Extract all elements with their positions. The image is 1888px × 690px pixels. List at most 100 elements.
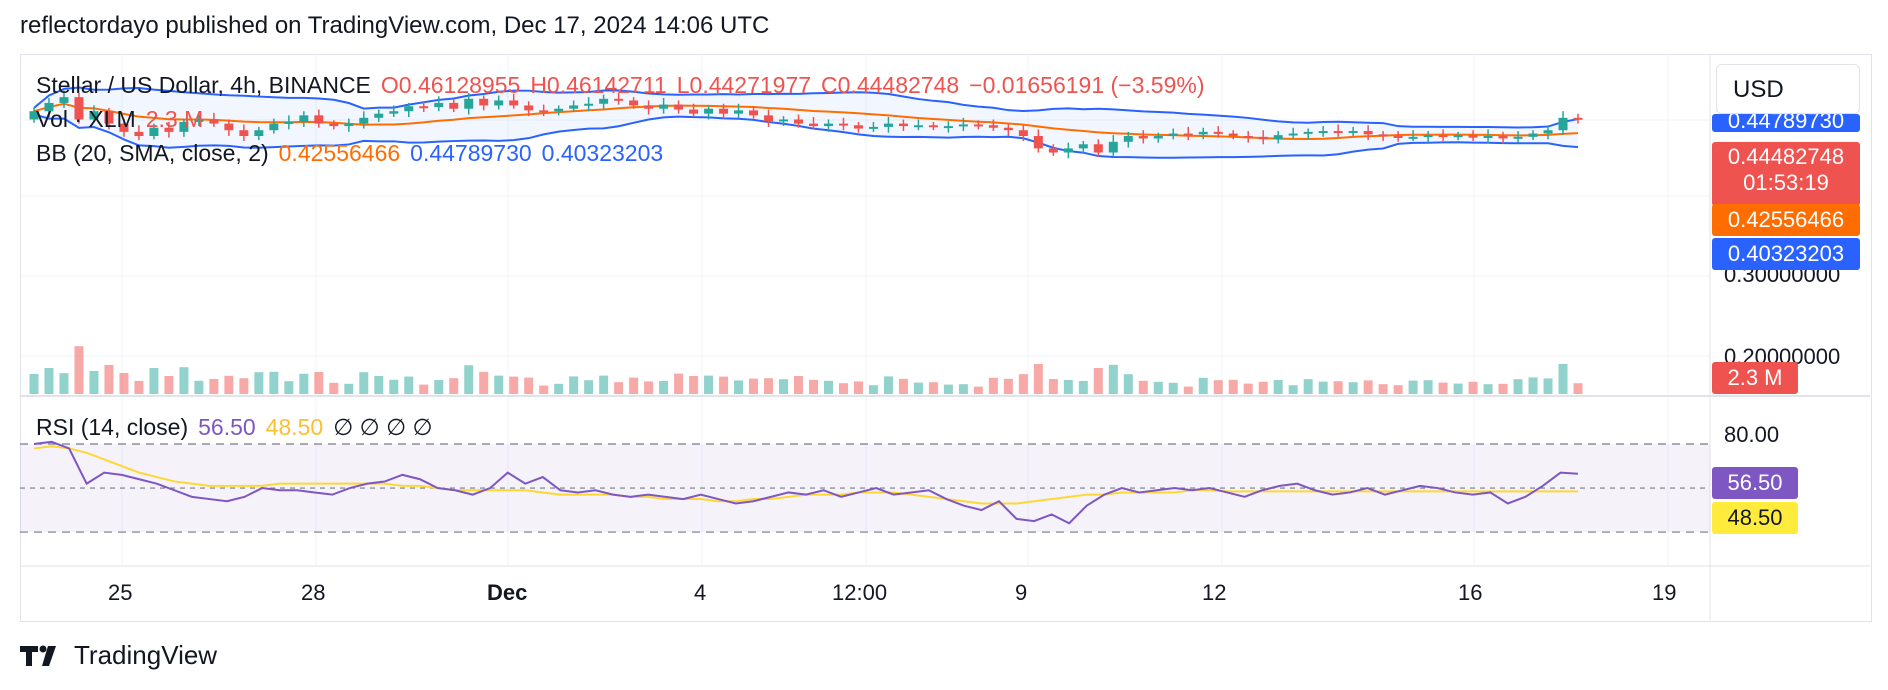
volume-bar	[449, 378, 459, 394]
volume-bar	[1258, 381, 1268, 394]
rsi-ma-value: 48.50	[265, 414, 324, 440]
candle-body	[973, 124, 983, 127]
candle-body	[1423, 135, 1433, 138]
candle-body	[329, 123, 339, 127]
candle-body	[1483, 136, 1493, 138]
volume-bar	[689, 376, 699, 394]
candle-body	[958, 124, 968, 127]
volume-bar	[1063, 380, 1073, 394]
volume-bar	[404, 376, 414, 394]
candle-body	[898, 123, 908, 127]
candle-body	[1138, 136, 1148, 139]
candle-body	[1183, 133, 1193, 136]
candle-body	[1348, 131, 1358, 134]
volume-bar	[314, 372, 324, 394]
bb-band-fill	[34, 87, 1578, 158]
ohlc-change: −0.01656191 (−3.59%)	[969, 72, 1205, 98]
candle-body	[1438, 135, 1448, 138]
bb-label[interactable]: BB (20, SMA, close, 2)	[36, 140, 269, 166]
volume-bar	[1288, 385, 1298, 394]
candle-body	[194, 119, 204, 122]
bb-upper-value: 0.44789730	[410, 140, 532, 166]
candle-body	[554, 108, 564, 112]
candle-body	[1393, 136, 1403, 138]
volume-bar	[539, 385, 549, 394]
volume-bar	[74, 346, 84, 394]
chart-frame	[20, 54, 1872, 622]
volume-bar	[808, 379, 818, 394]
bb-mid-value: 0.42556466	[278, 140, 401, 166]
candle-body	[374, 113, 384, 118]
volume-bar	[779, 379, 789, 394]
candle-body	[299, 115, 309, 122]
volume-bar	[329, 382, 339, 394]
currency-selector[interactable]: USD	[1716, 64, 1860, 114]
symbol-title[interactable]: Stellar / US Dollar, 4h, BINANCE	[36, 72, 371, 98]
volume-bar	[1333, 381, 1343, 394]
footer-brand[interactable]: TradingView	[20, 640, 217, 671]
candle-body	[1333, 131, 1343, 134]
volume-bar	[943, 384, 953, 394]
candle-body	[1153, 136, 1163, 139]
candle-body	[44, 102, 54, 112]
ohlc-low: L0.44271977	[676, 72, 812, 98]
bb-legend: BB (20, SMA, close, 2) 0.42556466 0.447897…	[36, 140, 673, 167]
candle-body	[823, 123, 833, 127]
candle-body	[1408, 136, 1418, 139]
volume-bar	[1558, 364, 1568, 394]
volume-bar	[1078, 381, 1088, 394]
volume-bar	[1438, 382, 1448, 394]
volume-bar	[704, 375, 714, 394]
candle-body	[149, 127, 159, 136]
volume-label[interactable]: Vol · XLM	[36, 106, 136, 132]
candle-body	[239, 130, 249, 136]
candle-body	[629, 100, 639, 106]
volume-tag: 2.3 M	[1712, 362, 1798, 394]
volume-bar	[868, 385, 878, 394]
candle-body	[359, 117, 369, 124]
volume-bar	[644, 381, 654, 394]
ohlc-open: O0.46128955	[380, 72, 521, 98]
candle-body	[434, 102, 444, 108]
bb-upper-tag: 0.44789730	[1712, 114, 1860, 132]
candle-body	[1378, 134, 1388, 137]
candle-body	[569, 105, 579, 109]
volume-bar	[898, 378, 908, 394]
volume-bar	[1348, 382, 1358, 394]
candle-body	[464, 98, 474, 109]
volume-bar	[1453, 383, 1463, 394]
candle-body	[209, 119, 219, 124]
volume-bar	[1213, 380, 1223, 394]
volume-bar	[913, 382, 923, 394]
volume-bar	[599, 375, 609, 394]
candle-body	[704, 108, 714, 114]
tradingview-logo-icon	[20, 645, 56, 666]
volume-bar	[1183, 386, 1193, 394]
volume-bar	[1093, 368, 1103, 394]
volume-bar	[359, 372, 369, 394]
volume-bar	[1468, 381, 1478, 394]
candle-body	[1213, 131, 1223, 134]
volume-bar	[1018, 374, 1028, 394]
candle-body	[1468, 135, 1478, 138]
volume-bar	[1408, 380, 1418, 394]
rsi-label[interactable]: RSI (14, close)	[36, 414, 189, 440]
candle-body	[928, 125, 938, 128]
candle-body	[164, 127, 174, 132]
volume-bar	[179, 367, 189, 394]
volume-bar	[1393, 385, 1403, 394]
candle-body	[419, 106, 429, 109]
volume-bar	[838, 383, 848, 394]
volume-bar	[299, 373, 309, 394]
volume-bar	[1318, 381, 1328, 394]
volume-bar	[1273, 380, 1283, 394]
volume-bar	[59, 373, 69, 394]
candle-body	[104, 111, 114, 124]
bb-upper-line	[33, 86, 1579, 129]
candle-body	[1198, 131, 1208, 135]
volume-bar	[344, 383, 354, 394]
volume-bar	[734, 380, 744, 394]
candle-body	[1453, 135, 1463, 138]
rsi-legend: RSI (14, close) 56.50 48.50 ∅ ∅ ∅ ∅	[36, 414, 443, 441]
